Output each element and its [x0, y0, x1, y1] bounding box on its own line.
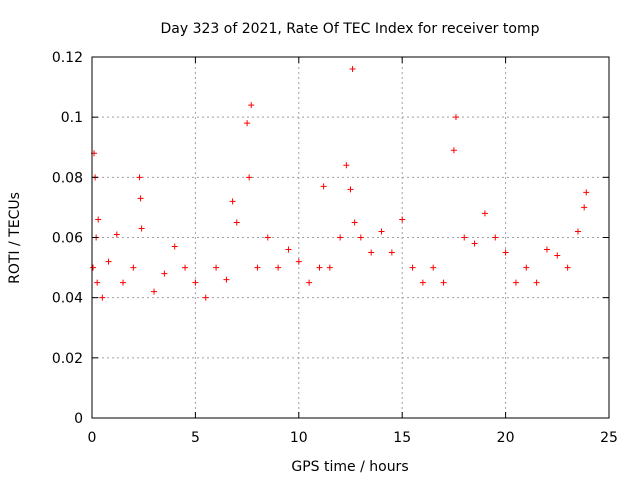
- data-point: [378, 228, 385, 235]
- data-point: [213, 264, 220, 271]
- y-tick-label: 0: [74, 411, 83, 427]
- data-point: [512, 279, 519, 286]
- data-point: [90, 264, 97, 271]
- data-point: [254, 264, 261, 271]
- x-tick-label: 5: [191, 430, 200, 446]
- data-point: [564, 264, 571, 271]
- data-point: [137, 195, 144, 202]
- data-point: [471, 240, 478, 247]
- x-tick-label: 20: [497, 430, 515, 446]
- ticks-layer: 0 5 10 15 20 25 0 0.02 0.04 0.06 0.08 0.1 0.12: [52, 50, 618, 446]
- data-point: [440, 279, 447, 286]
- y-tick-label: 0.08: [52, 170, 83, 186]
- plot-frame: [91, 56, 610, 419]
- data-point: [351, 219, 358, 226]
- data-point: [388, 249, 395, 256]
- data-point: [151, 288, 158, 295]
- data-point: [275, 264, 282, 271]
- data-point: [244, 120, 251, 127]
- data-point: [316, 264, 323, 271]
- data-point: [233, 219, 240, 226]
- data-point: [481, 210, 488, 217]
- data-point: [409, 264, 416, 271]
- data-point: [326, 264, 333, 271]
- data-point: [523, 264, 530, 271]
- data-point: [430, 264, 437, 271]
- data-point: [320, 183, 327, 190]
- data-point: [295, 258, 302, 265]
- chart-title: Day 323 of 2021, Rate Of TEC Index for r…: [161, 21, 540, 37]
- data-point: [502, 249, 509, 256]
- data-point: [461, 234, 468, 241]
- data-point: [306, 279, 313, 286]
- data-point: [574, 228, 581, 235]
- data-point: [120, 279, 127, 286]
- data-point: [285, 246, 292, 253]
- data-point: [223, 276, 230, 283]
- data-point: [347, 186, 354, 193]
- data-point: [264, 234, 271, 241]
- data-point: [450, 147, 457, 154]
- x-tick-label: 15: [393, 430, 411, 446]
- data-point: [419, 279, 426, 286]
- data-point: [229, 198, 236, 205]
- data-point: [246, 174, 253, 181]
- data-point: [182, 264, 189, 271]
- data-point: [95, 216, 102, 223]
- x-tick-label: 0: [88, 430, 97, 446]
- x-axis-title: GPS time / hours: [291, 459, 408, 475]
- data-point: [130, 264, 137, 271]
- data-point: [99, 294, 106, 301]
- x-tick-label: 10: [290, 430, 308, 446]
- data-point: [202, 294, 209, 301]
- data-point: [349, 66, 356, 73]
- data-point: [171, 243, 178, 250]
- data-point: [533, 279, 540, 286]
- data-point: [583, 189, 590, 196]
- y-tick-label: 0.12: [52, 50, 83, 66]
- data-point: [581, 204, 588, 211]
- data-point: [113, 231, 120, 238]
- data-point: [554, 252, 561, 259]
- data-point: [138, 225, 145, 232]
- data-point: [343, 162, 350, 169]
- y-tick-label: 0.1: [61, 110, 83, 126]
- data-point: [543, 246, 550, 253]
- data-point: [399, 216, 406, 223]
- data-point: [192, 279, 199, 286]
- x-tick-label: 25: [600, 430, 618, 446]
- data-point: [161, 270, 168, 277]
- data-point: [94, 279, 101, 286]
- y-tick-label: 0.04: [52, 291, 83, 307]
- data-point: [452, 114, 459, 121]
- grid-layer: [92, 57, 609, 418]
- y-axis-title: ROTI / TECUs: [7, 192, 23, 284]
- y-tick-label: 0.02: [52, 351, 83, 367]
- points-layer: [90, 66, 590, 301]
- y-tick-label: 0.06: [52, 231, 83, 247]
- data-point: [492, 234, 499, 241]
- data-point: [337, 234, 344, 241]
- data-point: [136, 174, 143, 181]
- data-point: [357, 234, 364, 241]
- data-point: [368, 249, 375, 256]
- data-point: [248, 102, 255, 109]
- data-point: [105, 258, 112, 265]
